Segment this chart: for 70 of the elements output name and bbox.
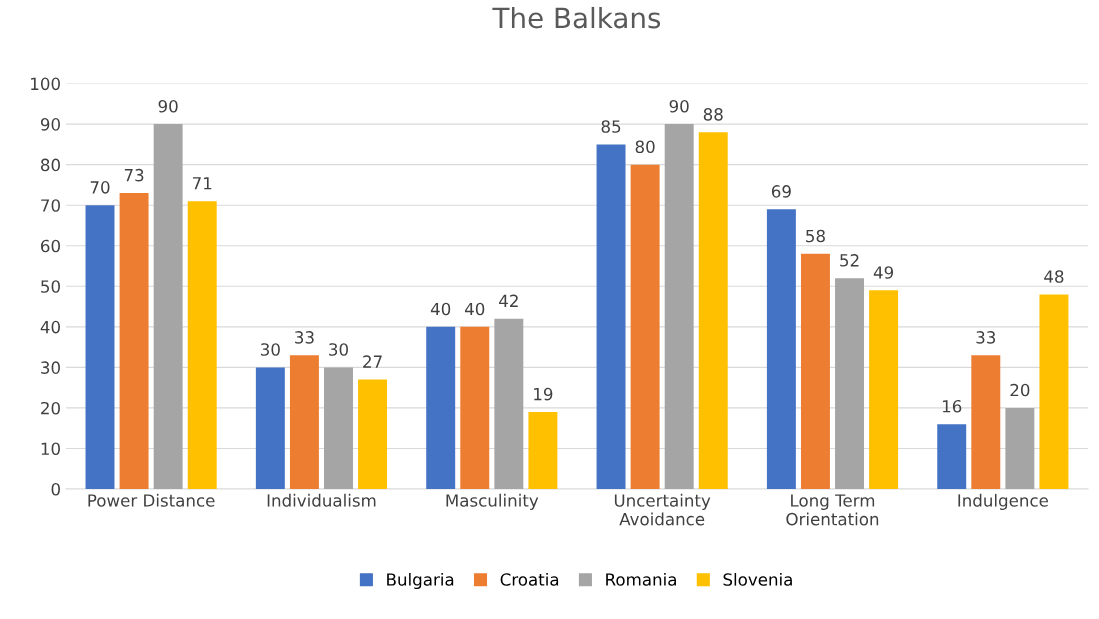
data-label: 90 bbox=[669, 99, 689, 113]
y-tick-label: 60 bbox=[41, 239, 60, 253]
data-label: 33 bbox=[976, 331, 996, 344]
bar bbox=[1039, 294, 1069, 490]
bar bbox=[119, 193, 149, 490]
data-label: 52 bbox=[840, 254, 859, 267]
data-label: 30 bbox=[329, 343, 348, 356]
x-tick-label: Individualism bbox=[267, 493, 376, 507]
bar bbox=[255, 367, 285, 490]
data-label: 27 bbox=[363, 355, 382, 368]
y-tick-label: 10 bbox=[41, 442, 60, 456]
x-tick-label: Uncertainty Avoidance bbox=[614, 493, 711, 526]
bar bbox=[596, 144, 626, 490]
bar bbox=[528, 411, 558, 490]
data-label: 42 bbox=[499, 294, 518, 307]
data-label: 33 bbox=[295, 331, 314, 344]
y-tick-label: 100 bbox=[31, 77, 60, 91]
bar bbox=[460, 326, 490, 490]
data-label: 69 bbox=[771, 185, 791, 198]
y-tick-label: 20 bbox=[41, 401, 60, 415]
data-label: 73 bbox=[124, 168, 144, 182]
y-tick-label: 80 bbox=[41, 158, 60, 172]
legend-label: Bulgaria bbox=[387, 572, 454, 590]
data-label: 85 bbox=[601, 120, 621, 133]
bar bbox=[664, 124, 694, 490]
bar bbox=[187, 201, 217, 490]
x-tick-label: Power Distance bbox=[88, 493, 215, 507]
legend-label: Croatia bbox=[500, 572, 559, 586]
data-label: 58 bbox=[806, 229, 825, 243]
y-tick-label: 50 bbox=[41, 280, 60, 293]
data-label: 19 bbox=[534, 387, 553, 401]
data-label: 70 bbox=[90, 181, 110, 194]
bar bbox=[153, 124, 183, 490]
data-label: 20 bbox=[1010, 383, 1030, 397]
data-label: 71 bbox=[192, 177, 212, 190]
data-label: 49 bbox=[873, 266, 894, 279]
chart-title: The Balkans bbox=[492, 6, 661, 29]
data-label: 80 bbox=[635, 140, 655, 154]
bar bbox=[85, 205, 115, 490]
bar bbox=[358, 379, 388, 490]
data-label: 40 bbox=[430, 302, 451, 316]
y-tick-label: 40 bbox=[40, 320, 60, 334]
bar bbox=[426, 326, 456, 490]
bar bbox=[800, 253, 830, 490]
bar bbox=[835, 278, 865, 490]
data-label: 16 bbox=[942, 399, 962, 413]
data-label: 48 bbox=[1044, 270, 1064, 283]
y-tick-label: 90 bbox=[40, 118, 60, 131]
data-label: 30 bbox=[261, 343, 280, 356]
data-label: 40 bbox=[464, 302, 485, 316]
bar bbox=[971, 355, 1001, 490]
data-label: 88 bbox=[703, 108, 723, 121]
bar bbox=[937, 424, 967, 490]
y-tick-label: 30 bbox=[41, 361, 60, 374]
x-tick-label: Masculinity bbox=[446, 493, 539, 510]
bar bbox=[869, 290, 899, 490]
bar bbox=[324, 367, 353, 490]
legend-label: Slovenia bbox=[723, 572, 792, 586]
bar bbox=[1005, 407, 1035, 490]
bar bbox=[630, 164, 660, 490]
y-tick-label: 70 bbox=[41, 199, 60, 212]
bar bbox=[289, 355, 319, 490]
x-tick-label: Long Term Orientation bbox=[786, 494, 879, 526]
data-label: 90 bbox=[158, 99, 178, 113]
bar bbox=[494, 318, 524, 490]
legend-label: Romania bbox=[606, 572, 676, 586]
bar bbox=[766, 209, 796, 490]
y-tick-label: 0 bbox=[51, 482, 60, 496]
bar bbox=[698, 132, 728, 490]
x-tick-label: Indulgence bbox=[958, 493, 1048, 510]
